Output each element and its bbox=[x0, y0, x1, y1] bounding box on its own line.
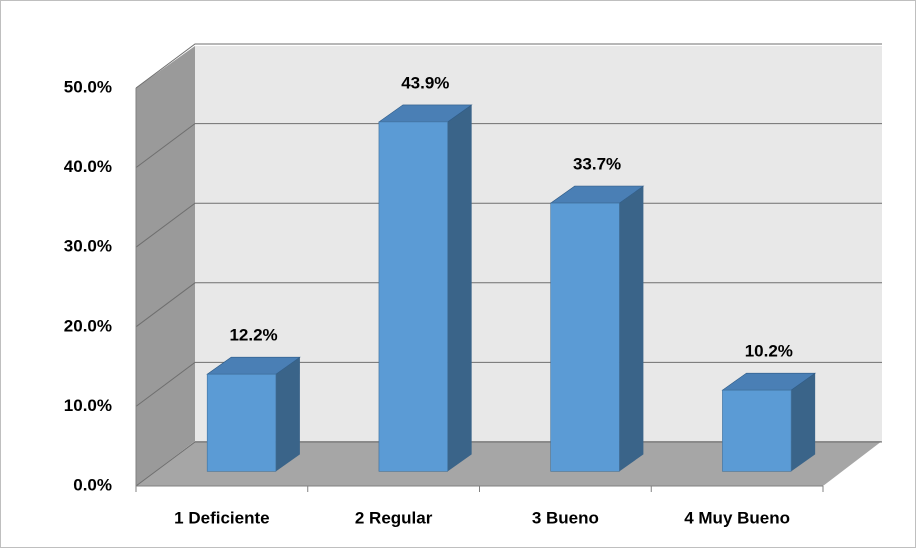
x-tick-label: 3 Bueno bbox=[532, 508, 599, 527]
bar-side bbox=[447, 104, 472, 472]
grid-line bbox=[135, 43, 882, 89]
y-tick-label: 10.0% bbox=[64, 396, 112, 415]
y-tick-label: 30.0% bbox=[64, 237, 112, 256]
value-label: 10.2% bbox=[745, 342, 793, 361]
grid-line bbox=[135, 282, 882, 328]
value-label: 12.2% bbox=[229, 326, 277, 345]
grid-line bbox=[135, 441, 882, 487]
y-tick-label: 40.0% bbox=[64, 157, 112, 176]
grid-line bbox=[135, 202, 882, 248]
bar-side bbox=[791, 373, 816, 472]
bar-side bbox=[619, 186, 644, 472]
value-label: 43.9% bbox=[401, 73, 449, 92]
bar bbox=[206, 373, 277, 472]
bar bbox=[550, 202, 620, 472]
y-tick-label: 0.0% bbox=[73, 475, 112, 494]
floor bbox=[136, 441, 882, 486]
grid-line bbox=[135, 361, 882, 407]
y-tick-label: 20.0% bbox=[64, 316, 112, 335]
x-tick-label: 1 Deficiente bbox=[174, 508, 269, 527]
y-tick-label: 50.0% bbox=[64, 77, 112, 96]
bar-side bbox=[275, 357, 300, 472]
grid-line bbox=[135, 123, 882, 169]
left-wall bbox=[136, 46, 195, 486]
x-tick-label: 2 Regular bbox=[355, 508, 433, 527]
bar bbox=[378, 121, 448, 472]
value-label: 33.7% bbox=[573, 155, 621, 174]
x-tick-label: 4 Muy Bueno bbox=[684, 508, 790, 527]
bar bbox=[722, 389, 792, 472]
